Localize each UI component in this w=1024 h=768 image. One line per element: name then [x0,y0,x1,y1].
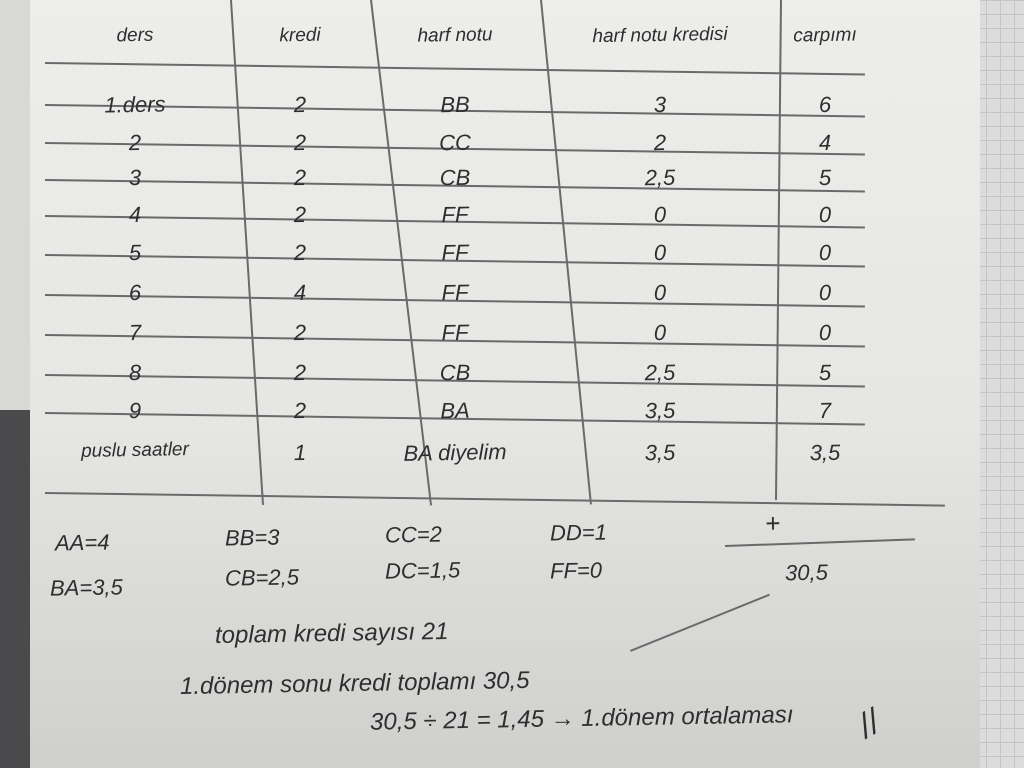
column-header: kredi [279,24,321,47]
table-cell: 0 [818,279,832,306]
table-cell: 1 [293,439,307,466]
table-cell: 2 [293,397,307,424]
table-cell: 2 [293,359,307,386]
table-cell: BB [440,91,470,118]
table-cell: 7 [818,397,832,424]
table-cell: 5 [818,164,832,191]
table-cell: 0 [653,239,667,266]
table-cell: BA diyelim [403,439,507,466]
column-header: carpımı [793,24,857,47]
table-cell: 3,5 [644,439,676,466]
table-cell: FF [441,239,469,266]
table-cell: 2,5 [644,359,676,386]
table-cell: CB [439,359,471,386]
grade-bb: BB=3 [224,524,280,551]
table-cell: 2 [128,129,142,156]
table-cell: puslu saatler [80,439,190,462]
table-cell: FF [441,319,469,346]
table-cell: CC [438,129,472,156]
table-cell: 2 [293,164,307,191]
table-cell: 9 [128,397,142,424]
table-cell: 4 [293,279,307,306]
table-cell: 3,5 [809,439,841,466]
note-total-credits: toplam kredi sayısı 21 [214,617,449,650]
table-cell: 0 [653,279,667,306]
grade-dc: DC=1,5 [384,557,461,584]
table-cell: 2 [293,91,307,118]
table-cell: 0 [653,201,667,228]
sum-total: 30,5 [784,559,829,586]
grade-dd: DD=1 [549,519,608,546]
table-cell: 2 [293,129,307,156]
table-cell: 0 [818,239,832,266]
table-cell: 3,5 [644,397,676,424]
table-cell: 5 [818,359,832,386]
grade-aa: AA=4 [54,529,110,556]
table-cell: 2 [293,239,307,266]
table-cell: FF [441,201,469,228]
table-cell: 1.ders [104,91,166,118]
grade-cb: CB=2,5 [224,564,300,591]
grade-ff: FF=0 [549,557,603,584]
table-cell: 2 [293,201,307,228]
table-cell: CB [439,164,471,191]
table-cell: 3 [128,164,142,191]
table-cell: 5 [128,239,142,266]
table-cell: 8 [128,359,142,386]
table-cell: BA [440,397,470,424]
grade-cc: CC=2 [384,521,443,548]
table-cell: 4 [128,201,142,228]
table-cell: 6 [128,279,142,306]
table-cell: 2,5 [644,164,676,191]
grade-ba: BA=3,5 [49,574,123,601]
table-cell: 0 [818,319,832,346]
plus-sign: + [764,507,781,539]
table-cell: 2 [293,319,307,346]
column-header: harf notu kredisi [592,23,728,48]
table-cell: 7 [128,319,142,346]
table-cell: 0 [818,201,832,228]
table-cell: 0 [653,319,667,346]
table-cell: 4 [818,129,832,156]
table-cell: 2 [653,129,667,156]
table-cell: 3 [653,91,667,118]
column-header: harf notu [417,24,493,47]
column-header: ders [116,24,154,47]
table-cell: 6 [818,91,832,118]
table-cell: FF [441,279,469,306]
